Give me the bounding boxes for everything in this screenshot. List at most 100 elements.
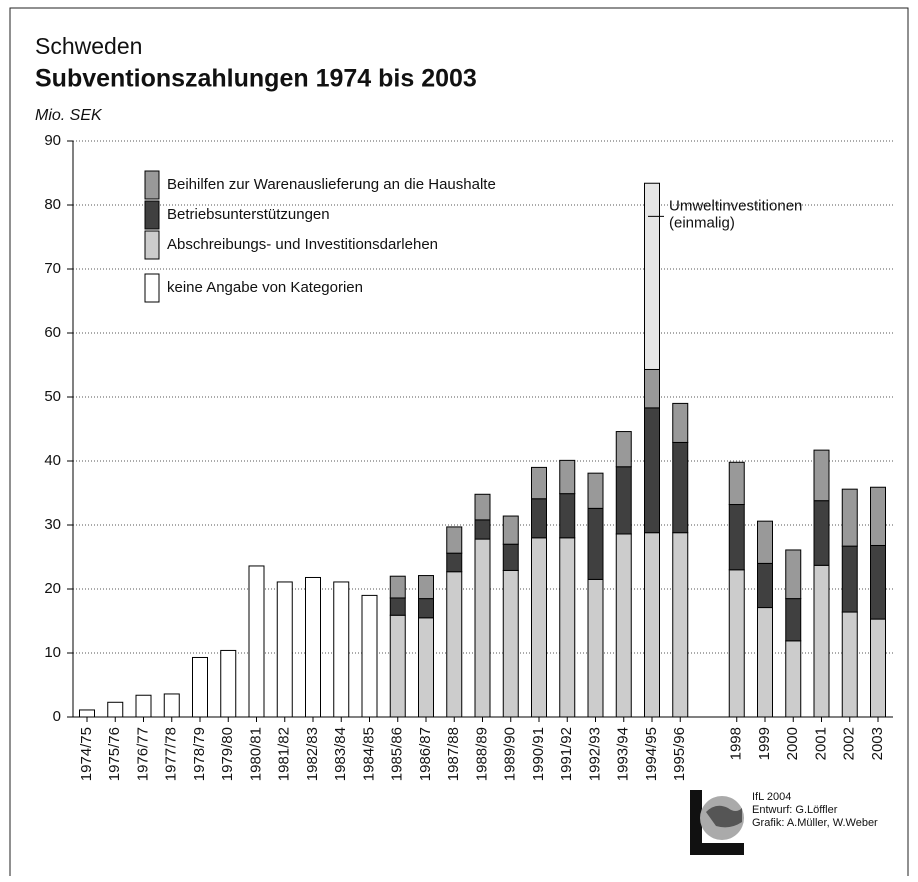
bar-segment: [728, 504, 745, 571]
bar-segment: [446, 571, 463, 718]
bar-segment: [644, 182, 660, 370]
x-tick-label: 1989/90: [502, 727, 519, 781]
y-tick-label: 0: [53, 708, 61, 725]
bar-segment: [361, 594, 378, 718]
x-tick-label: 2002: [841, 727, 858, 760]
bar-segment: [531, 537, 547, 718]
bar-segment: [163, 693, 180, 718]
bar-segment: [757, 520, 773, 564]
credit: Entwurf: G.Löffler: [752, 804, 838, 816]
x-tick-label: 1994/95: [643, 727, 660, 781]
legend-swatch: [144, 200, 160, 230]
bar-segment: [79, 709, 95, 718]
legend-label: Betriebsunterstützungen: [167, 206, 330, 223]
bar-segment: [531, 498, 547, 539]
y-tick-label: 30: [44, 516, 61, 533]
bar-segment: [672, 402, 689, 443]
x-tick-label: 2001: [812, 727, 829, 760]
bar-segment: [333, 581, 350, 718]
bar-segment: [785, 598, 802, 642]
bar-segment: [107, 701, 124, 718]
x-tick-label: 1984/85: [360, 727, 377, 781]
bar-segment: [841, 545, 858, 613]
bar-segment: [813, 449, 830, 502]
bar-segment: [813, 564, 830, 718]
bar-segment: [559, 493, 576, 539]
bar-segment: [389, 614, 406, 718]
bar-segment: [587, 472, 604, 509]
bar-segment: [728, 569, 745, 718]
legend-swatch: [144, 273, 160, 303]
bar-segment: [870, 486, 886, 546]
x-tick-label: 1992/93: [586, 727, 603, 781]
y-tick-label: 60: [44, 324, 61, 341]
chart-supertitle: Schweden: [35, 33, 142, 59]
bar-segment: [559, 537, 576, 718]
x-tick-label: 1986/87: [417, 727, 434, 781]
x-tick-label: 1985/86: [389, 727, 406, 781]
bar-segment: [672, 532, 689, 718]
legend-label: keine Angabe von Kategorien: [167, 279, 363, 296]
y-tick-label: 10: [44, 644, 61, 661]
legend-label: Beihilfen zur Warenauslieferung an die H…: [167, 176, 496, 193]
legend-swatch: [144, 230, 160, 260]
x-tick-label: 1991/92: [558, 727, 575, 781]
bar-segment: [389, 597, 406, 616]
bar-segment: [446, 552, 463, 573]
bar-segment: [785, 549, 802, 600]
bar-segment: [531, 466, 547, 500]
bar-segment: [841, 488, 858, 547]
bar-segment: [644, 407, 660, 534]
bar-segment: [870, 618, 886, 718]
x-tick-label: 1978/79: [191, 727, 208, 781]
bar-segment: [785, 640, 802, 718]
bar-segment: [389, 575, 406, 599]
bar-segment: [615, 466, 632, 535]
legend-label: Abschreibungs- und Investitionsdarlehen: [167, 236, 438, 253]
y-tick-label: 40: [44, 452, 61, 469]
x-tick-label: 1983/84: [332, 727, 349, 781]
x-tick-label: 1977/78: [163, 727, 180, 781]
bar-segment: [757, 607, 773, 718]
x-tick-label: 1998: [728, 727, 745, 760]
bar-segment: [870, 544, 886, 620]
x-tick-label: 2003: [869, 727, 886, 760]
x-tick-label: 1988/89: [473, 727, 490, 781]
bar-segment: [757, 562, 773, 609]
x-tick-label: 1975/76: [106, 727, 123, 781]
bar-segment: [474, 538, 491, 718]
bar-segment: [587, 507, 604, 580]
x-tick-label: 1979/80: [219, 727, 236, 781]
bar-segment: [418, 575, 434, 600]
logo: [690, 790, 744, 855]
x-tick-label: 1982/83: [304, 727, 321, 781]
y-tick-label: 80: [44, 196, 61, 213]
credit: IfL 2004: [752, 791, 791, 803]
bar-segment: [192, 656, 208, 718]
bar-segment: [615, 533, 632, 718]
bar-segment: [248, 565, 265, 718]
x-tick-label: 2000: [784, 727, 801, 760]
bar-segment: [559, 459, 576, 495]
bar-segment: [615, 431, 632, 468]
bar-segment: [220, 649, 237, 718]
y-tick-label: 20: [44, 580, 61, 597]
bar-segment: [418, 617, 434, 718]
annotation: (einmalig): [669, 214, 735, 231]
legend-swatch: [144, 170, 160, 200]
bar-segment: [841, 611, 858, 718]
y-tick-label: 50: [44, 388, 61, 405]
bar-segment: [474, 493, 491, 521]
bar-segment: [474, 519, 491, 540]
bar-segment: [502, 515, 519, 545]
bar-segment: [276, 581, 293, 718]
bar-segment: [305, 576, 321, 718]
bar-segment: [135, 694, 152, 718]
bar-segment: [644, 368, 660, 409]
x-tick-label: 1995/96: [671, 727, 688, 781]
x-tick-label: 1976/77: [134, 727, 151, 781]
bar-segment: [672, 441, 689, 534]
x-tick-label: 1999: [756, 727, 773, 760]
x-tick-label: 1980/81: [247, 727, 264, 781]
